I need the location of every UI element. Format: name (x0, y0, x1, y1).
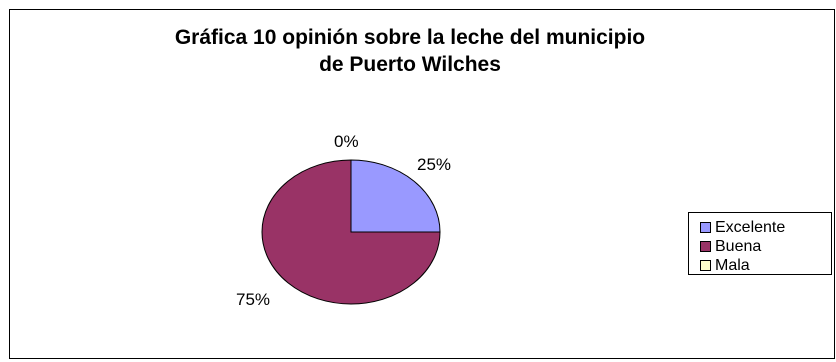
legend-swatch-mala (700, 260, 711, 271)
legend-swatch-excelente (700, 222, 711, 233)
legend: Excelente Buena Mala (688, 212, 832, 275)
legend-label-buena: Buena (715, 237, 762, 255)
data-label-mala: 0% (334, 132, 359, 151)
data-label-excelente: 25% (417, 155, 451, 174)
pie-slice-buena (261, 159, 441, 305)
chart-area (9, 9, 835, 359)
legend-label-excelente: Excelente (715, 218, 786, 236)
chart-title: Gráfica 10 opinión sobre la leche del mu… (60, 24, 760, 78)
data-label-buena: 75% (236, 290, 270, 309)
legend-item-excelente: Excelente (700, 218, 831, 237)
legend-label-mala: Mala (715, 256, 750, 274)
chart-title-line-1: Gráfica 10 opinión sobre la leche del mu… (174, 26, 646, 49)
chart-title-line-2: de Puerto Wilches (319, 53, 501, 76)
legend-item-mala: Mala (700, 256, 831, 275)
legend-swatch-buena (700, 241, 711, 252)
pie-slice-excelente (350, 159, 441, 233)
legend-item-buena: Buena (700, 237, 831, 256)
